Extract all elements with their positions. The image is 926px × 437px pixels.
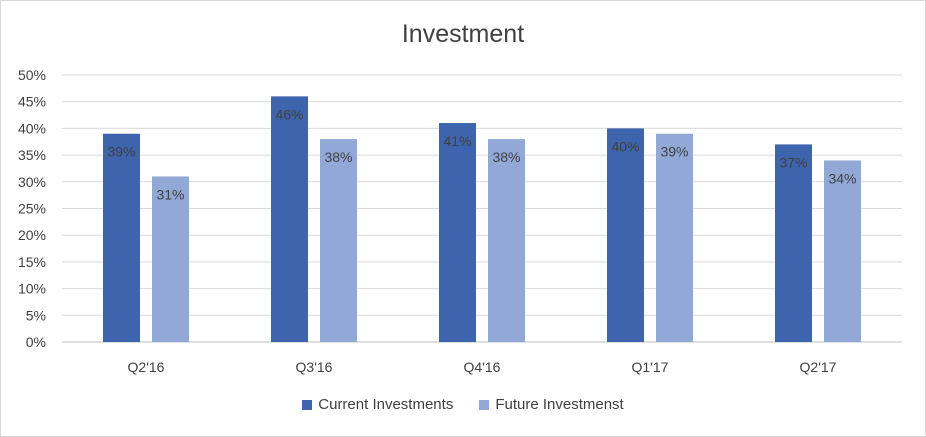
data-label: 38% [324,149,352,165]
chart-title: Investment [401,20,525,48]
gridlines [62,74,902,343]
data-label: 40% [611,138,639,154]
y-tick-label: 0% [26,334,46,350]
legend-item-current: Current Investments [302,396,453,413]
y-tick-label: 15% [18,254,46,270]
bars: 39% 31% 46% 38% 41% 38% 40% 39% 37% 34% [103,96,861,342]
y-axis: 0% 5% 10% 15% 20% 25% 30% 35% 40% 45% 50% [18,67,46,350]
y-tick-label: 30% [18,174,46,190]
data-label: 39% [107,144,135,160]
bar-future [152,176,189,342]
legend-swatch-future [479,399,490,410]
data-label: 46% [275,106,303,122]
y-tick-label: 5% [26,307,46,323]
legend-item-future: Future Investmenst [479,396,624,413]
bar-current [439,123,476,342]
bar-current [775,144,812,342]
y-tick-label: 35% [18,147,46,163]
y-tick-label: 40% [18,120,46,136]
data-label: 41% [443,133,471,149]
data-label: 38% [492,149,520,165]
bar-current [103,133,140,342]
x-tick-label: Q2'16 [128,359,165,375]
bar-future [488,139,525,342]
legend: Current Investments Future Investmenst [0,396,926,413]
x-tick-label: Q1'17 [632,359,669,375]
x-tick-label: Q2'17 [800,359,837,375]
bar-future [656,133,693,342]
y-tick-label: 10% [18,281,46,297]
legend-label-future: Future Investmenst [495,396,624,413]
legend-swatch-current [302,399,313,410]
data-label: 34% [828,170,856,186]
data-label: 31% [156,186,184,202]
legend-label-current: Current Investments [318,396,454,413]
x-tick-label: Q3'16 [296,359,333,375]
y-tick-label: 20% [18,227,46,243]
bar-current [607,128,644,342]
y-tick-label: 25% [18,201,46,217]
data-label: 37% [779,154,807,170]
bar-future [824,160,861,342]
bar-current [271,96,308,342]
y-tick-label: 50% [18,67,46,83]
bar-future [320,139,357,342]
x-axis: Q2'16 Q3'16 Q4'16 Q1'17 Q2'17 [128,359,837,375]
data-label: 39% [660,144,688,160]
y-tick-label: 45% [18,94,46,110]
x-tick-label: Q4'16 [464,359,501,375]
